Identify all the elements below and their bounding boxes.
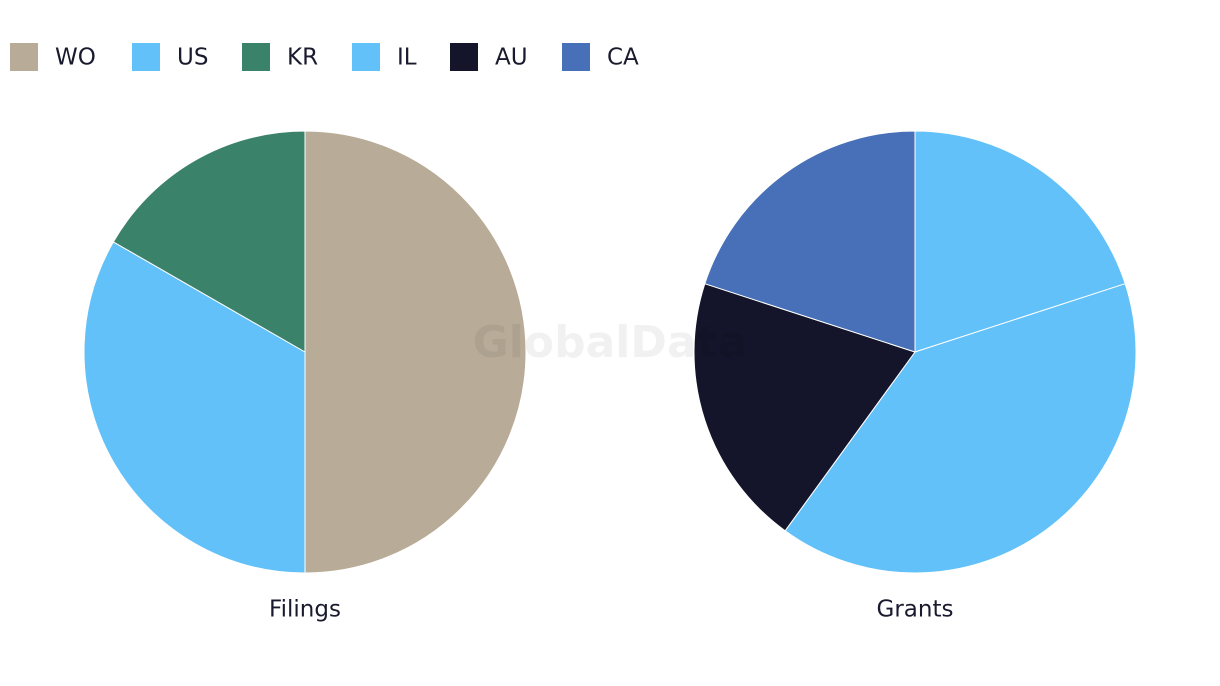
chart-title: Filings — [269, 597, 341, 623]
legend-label: CA — [607, 45, 639, 71]
pie-slice — [83, 241, 306, 574]
pie-slice — [704, 130, 916, 353]
legend-swatch — [242, 43, 270, 71]
legend-label: IL — [397, 45, 417, 71]
legend-label: WO — [55, 45, 96, 71]
pie-slice — [914, 130, 1126, 353]
legend-label: US — [177, 45, 208, 71]
legend-label: AU — [495, 45, 528, 71]
pie-slice — [693, 283, 916, 532]
legend-swatch — [132, 43, 160, 71]
legend-swatch — [450, 43, 478, 71]
pie-slice — [112, 130, 306, 353]
legend-swatch — [352, 43, 380, 71]
chart-title: Grants — [877, 597, 954, 623]
watermark: GlobalData — [473, 317, 748, 368]
legend-label: KR — [287, 45, 318, 71]
pie-slice — [784, 283, 1137, 574]
legend-swatch — [562, 43, 590, 71]
legend-swatch — [10, 43, 38, 71]
pie-slice — [304, 130, 527, 574]
